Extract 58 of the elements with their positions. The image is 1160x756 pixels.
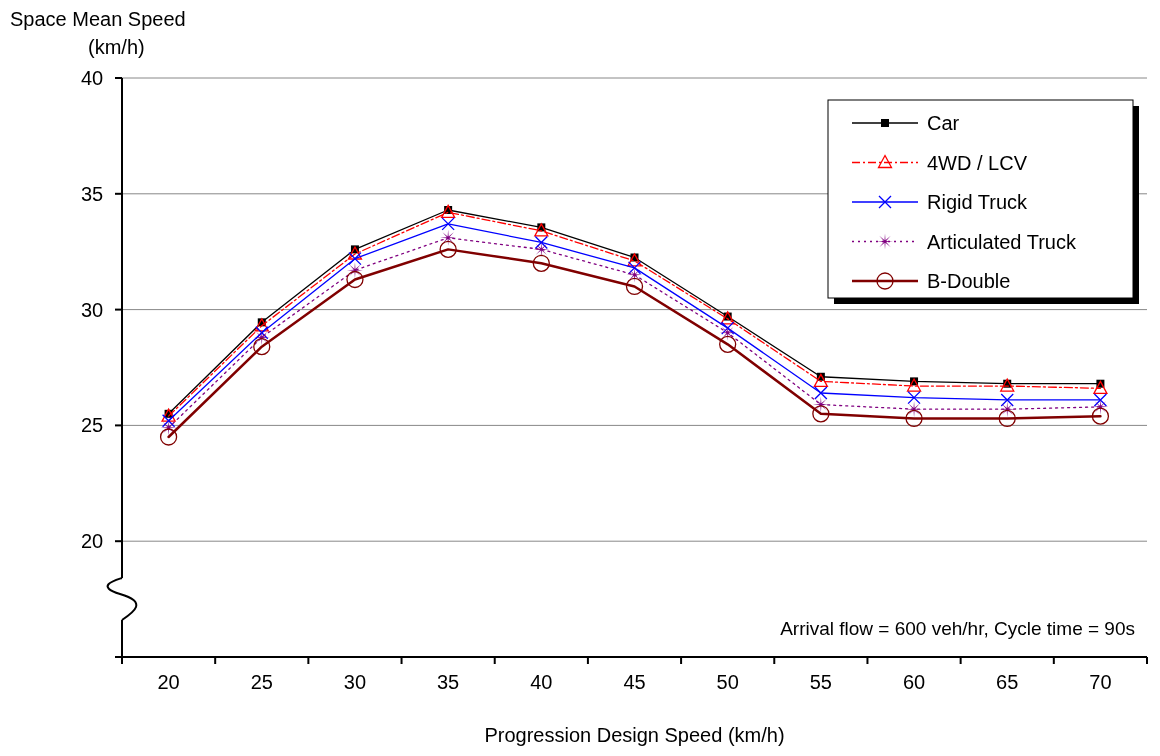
x-tick-label: 65 [996, 671, 1019, 693]
point [812, 405, 830, 423]
point [534, 223, 549, 237]
point [1091, 407, 1110, 425]
point [254, 318, 269, 332]
point [441, 217, 455, 231]
point [534, 235, 548, 250]
point [1093, 380, 1108, 394]
x-tick-label: 60 [902, 671, 926, 693]
point [533, 241, 550, 258]
point [721, 321, 735, 335]
y-tick-label: 40 [80, 67, 104, 89]
x-tick-label: 35 [437, 671, 460, 693]
point [720, 311, 735, 325]
point [161, 408, 176, 422]
y-tick-label: 25 [80, 414, 104, 437]
point [627, 253, 642, 267]
annotation: Arrival flow = 600 veh/hr, Cycle time = 90s [780, 618, 1135, 639]
point [348, 252, 362, 266]
legend-label: B-Double [927, 270, 1011, 292]
y-axis-title: Space Mean Speed (km/h) [10, 8, 186, 58]
point [625, 277, 644, 296]
point [719, 335, 737, 353]
legend-label: Articulated Truck [927, 230, 1077, 253]
point [347, 246, 363, 260]
x-tick-label: 50 [716, 671, 739, 693]
y-tick-label: 30 [80, 298, 104, 321]
legend-label: Rigid Truck [927, 191, 1029, 213]
point [159, 428, 178, 446]
x-tick-label: 70 [1089, 671, 1112, 693]
point [346, 270, 364, 289]
legend-label: Car [927, 112, 960, 134]
x-tick-label: 45 [623, 671, 646, 693]
x-tick-label: 55 [809, 671, 832, 693]
legend-label: 4WD / LCV [927, 151, 1028, 174]
point [813, 373, 829, 388]
point [532, 254, 550, 272]
x-tick-label: 20 [157, 671, 180, 693]
point [998, 409, 1016, 428]
point [627, 261, 642, 275]
point [440, 204, 456, 218]
x-tick-label: 30 [343, 671, 367, 693]
point [1000, 378, 1015, 392]
point [1000, 393, 1014, 407]
x-tick-label: 40 [530, 671, 553, 693]
x-tick-label: 25 [250, 671, 273, 693]
y-tick-label: 20 [80, 530, 104, 553]
point [814, 386, 828, 400]
point [907, 390, 921, 405]
point [1093, 393, 1108, 407]
point [161, 414, 176, 428]
point [905, 409, 923, 428]
point [255, 326, 269, 340]
point [906, 378, 922, 392]
point [439, 240, 457, 259]
point [253, 338, 271, 356]
y-tick-label: 35 [80, 182, 104, 205]
x-axis-title: Progression Design Speed (km/h) [484, 724, 785, 746]
